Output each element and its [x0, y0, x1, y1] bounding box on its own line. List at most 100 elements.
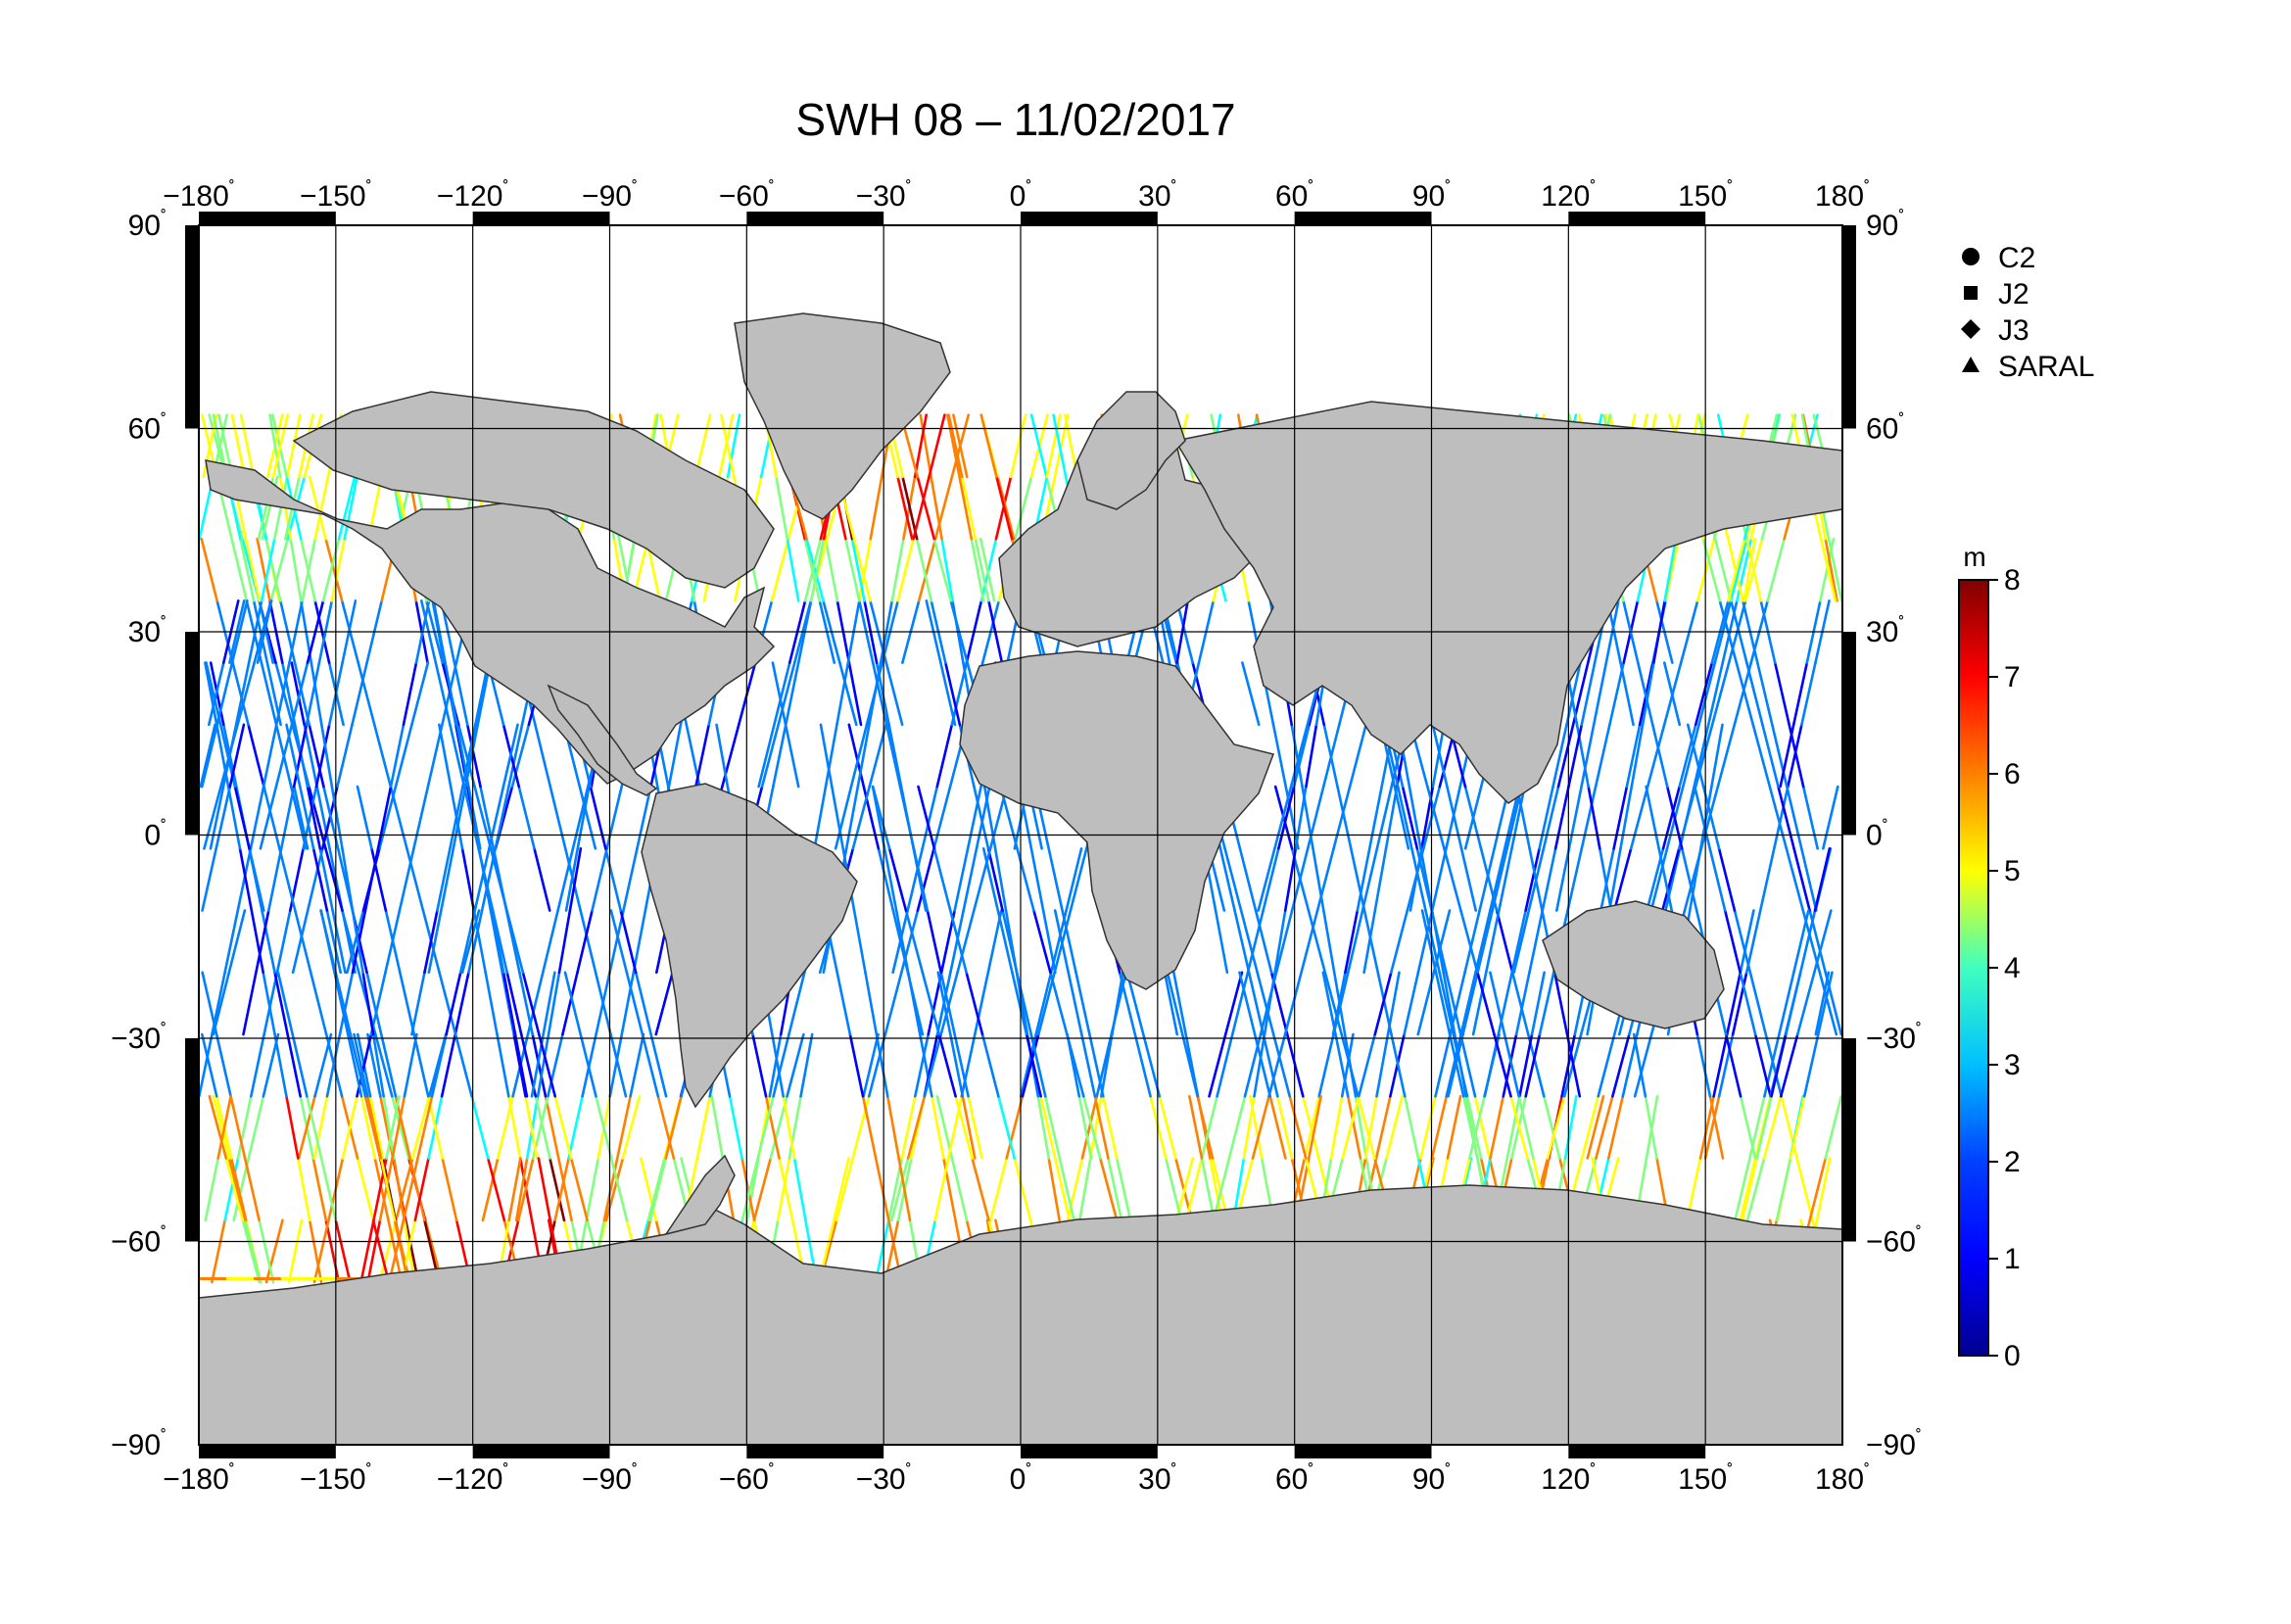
- track-segment: [547, 971, 561, 1036]
- track-segment: [609, 1032, 628, 1098]
- track-segment: [215, 1032, 232, 1098]
- track-segment: [250, 1032, 265, 1098]
- track-segment: [1419, 847, 1434, 912]
- track-segment: [1438, 971, 1456, 1036]
- track-segment: [215, 661, 234, 727]
- track-segment: [1242, 1094, 1256, 1160]
- track-segment: [231, 661, 250, 727]
- track-segment: [318, 847, 334, 912]
- frame-segment: [746, 1445, 884, 1458]
- track-segment: [1514, 971, 1531, 1036]
- track-segment: [824, 723, 838, 788]
- track-segment: [861, 1094, 878, 1160]
- frame-segment: [1294, 1445, 1432, 1458]
- track-segment: [223, 1157, 240, 1222]
- track-segment: [212, 1094, 231, 1160]
- track-segment: [440, 1032, 457, 1098]
- track-segment: [526, 971, 545, 1036]
- track-segment: [884, 723, 902, 788]
- track-segment: [291, 1032, 309, 1098]
- track-segment: [1348, 723, 1367, 788]
- latitude-tick-label: 90˚: [128, 208, 167, 242]
- track-segment: [334, 1218, 352, 1284]
- track-segment: [1241, 661, 1261, 727]
- track-segment: [1586, 1094, 1605, 1160]
- track-segment: [351, 661, 368, 727]
- track-segment: [366, 1218, 382, 1284]
- track-segment: [1200, 1157, 1216, 1222]
- track-segment: [965, 971, 984, 1036]
- track-segment: [223, 909, 240, 975]
- track-segment: [1271, 723, 1288, 788]
- track-segment: [1389, 909, 1409, 975]
- track-segment: [831, 785, 845, 850]
- track-segment: [1053, 413, 1070, 479]
- track-segment: [579, 1032, 597, 1098]
- track-segment: [1800, 661, 1817, 727]
- track-segment: [986, 909, 1003, 975]
- track-segment: [589, 785, 607, 850]
- track-segment: [1208, 1032, 1227, 1098]
- track-segment: [1785, 971, 1802, 1036]
- track-segment: [1315, 847, 1335, 912]
- track-segment: [1273, 909, 1287, 975]
- track-segment: [1594, 723, 1611, 788]
- track-segment: [967, 1094, 983, 1160]
- track-segment: [1717, 847, 1737, 912]
- track-segment: [1694, 661, 1714, 727]
- track-segment: [512, 1032, 527, 1098]
- track-segment: [1393, 785, 1410, 850]
- longitude-tick-label: −180˚: [163, 1461, 235, 1496]
- track-segment: [378, 1218, 398, 1284]
- track-segment: [1699, 785, 1720, 850]
- track-segment: [1503, 1032, 1521, 1098]
- track-segment: [776, 1157, 791, 1222]
- track-segment: [473, 785, 493, 850]
- track-segment: [286, 1032, 302, 1098]
- track-segment: [979, 413, 998, 479]
- track-segment: [1741, 1157, 1758, 1222]
- track-segment: [462, 785, 480, 850]
- track-segment: [1734, 1157, 1751, 1222]
- track-segment: [608, 1032, 624, 1098]
- colorbar-tick-label: 5: [2004, 855, 2021, 887]
- track-segment: [1406, 847, 1425, 912]
- track-segment: [426, 723, 444, 788]
- frame-segment: [472, 1445, 610, 1458]
- track-segment: [1346, 1094, 1362, 1160]
- track-segment: [1542, 785, 1560, 850]
- track-segment: [1340, 1032, 1355, 1098]
- track-segment: [361, 971, 375, 1036]
- track-segment: [835, 1157, 854, 1222]
- track-segment: [494, 785, 510, 850]
- track-segment: [392, 1157, 406, 1222]
- track-segment: [921, 971, 941, 1036]
- track-segment: [374, 1032, 394, 1098]
- track-segment: [514, 1157, 529, 1222]
- track-segment: [1695, 1032, 1712, 1098]
- track-segment: [470, 1094, 490, 1160]
- track-segment: [1196, 1094, 1212, 1160]
- track-segment: [1788, 723, 1805, 788]
- track-segment: [242, 971, 258, 1036]
- track-segment: [595, 971, 611, 1036]
- track-segment: [792, 1157, 807, 1222]
- track-segment: [1253, 1032, 1266, 1098]
- track-segment: [449, 723, 466, 788]
- track-segment: [402, 1157, 419, 1222]
- track-segment: [1029, 413, 1048, 479]
- track-segment: [1778, 971, 1795, 1036]
- latitude-labels-right: 90˚ 60˚ 30˚ 0˚ −30˚ −60˚ −90˚: [1866, 208, 1922, 1461]
- colorbar-gradient: [1958, 579, 1989, 1357]
- longitude-tick-label: −120˚: [437, 1461, 509, 1496]
- track-segment: [1612, 785, 1629, 850]
- track-segment: [648, 1157, 668, 1222]
- track-segment: [359, 1094, 377, 1160]
- track-segment: [1801, 785, 1819, 850]
- track-segment: [199, 1032, 214, 1098]
- track-segment: [1779, 1032, 1799, 1098]
- track-segment: [981, 847, 1000, 912]
- latitude-tick-label: −90˚: [111, 1427, 167, 1461]
- track-segment: [932, 537, 952, 602]
- track-segment: [260, 537, 276, 602]
